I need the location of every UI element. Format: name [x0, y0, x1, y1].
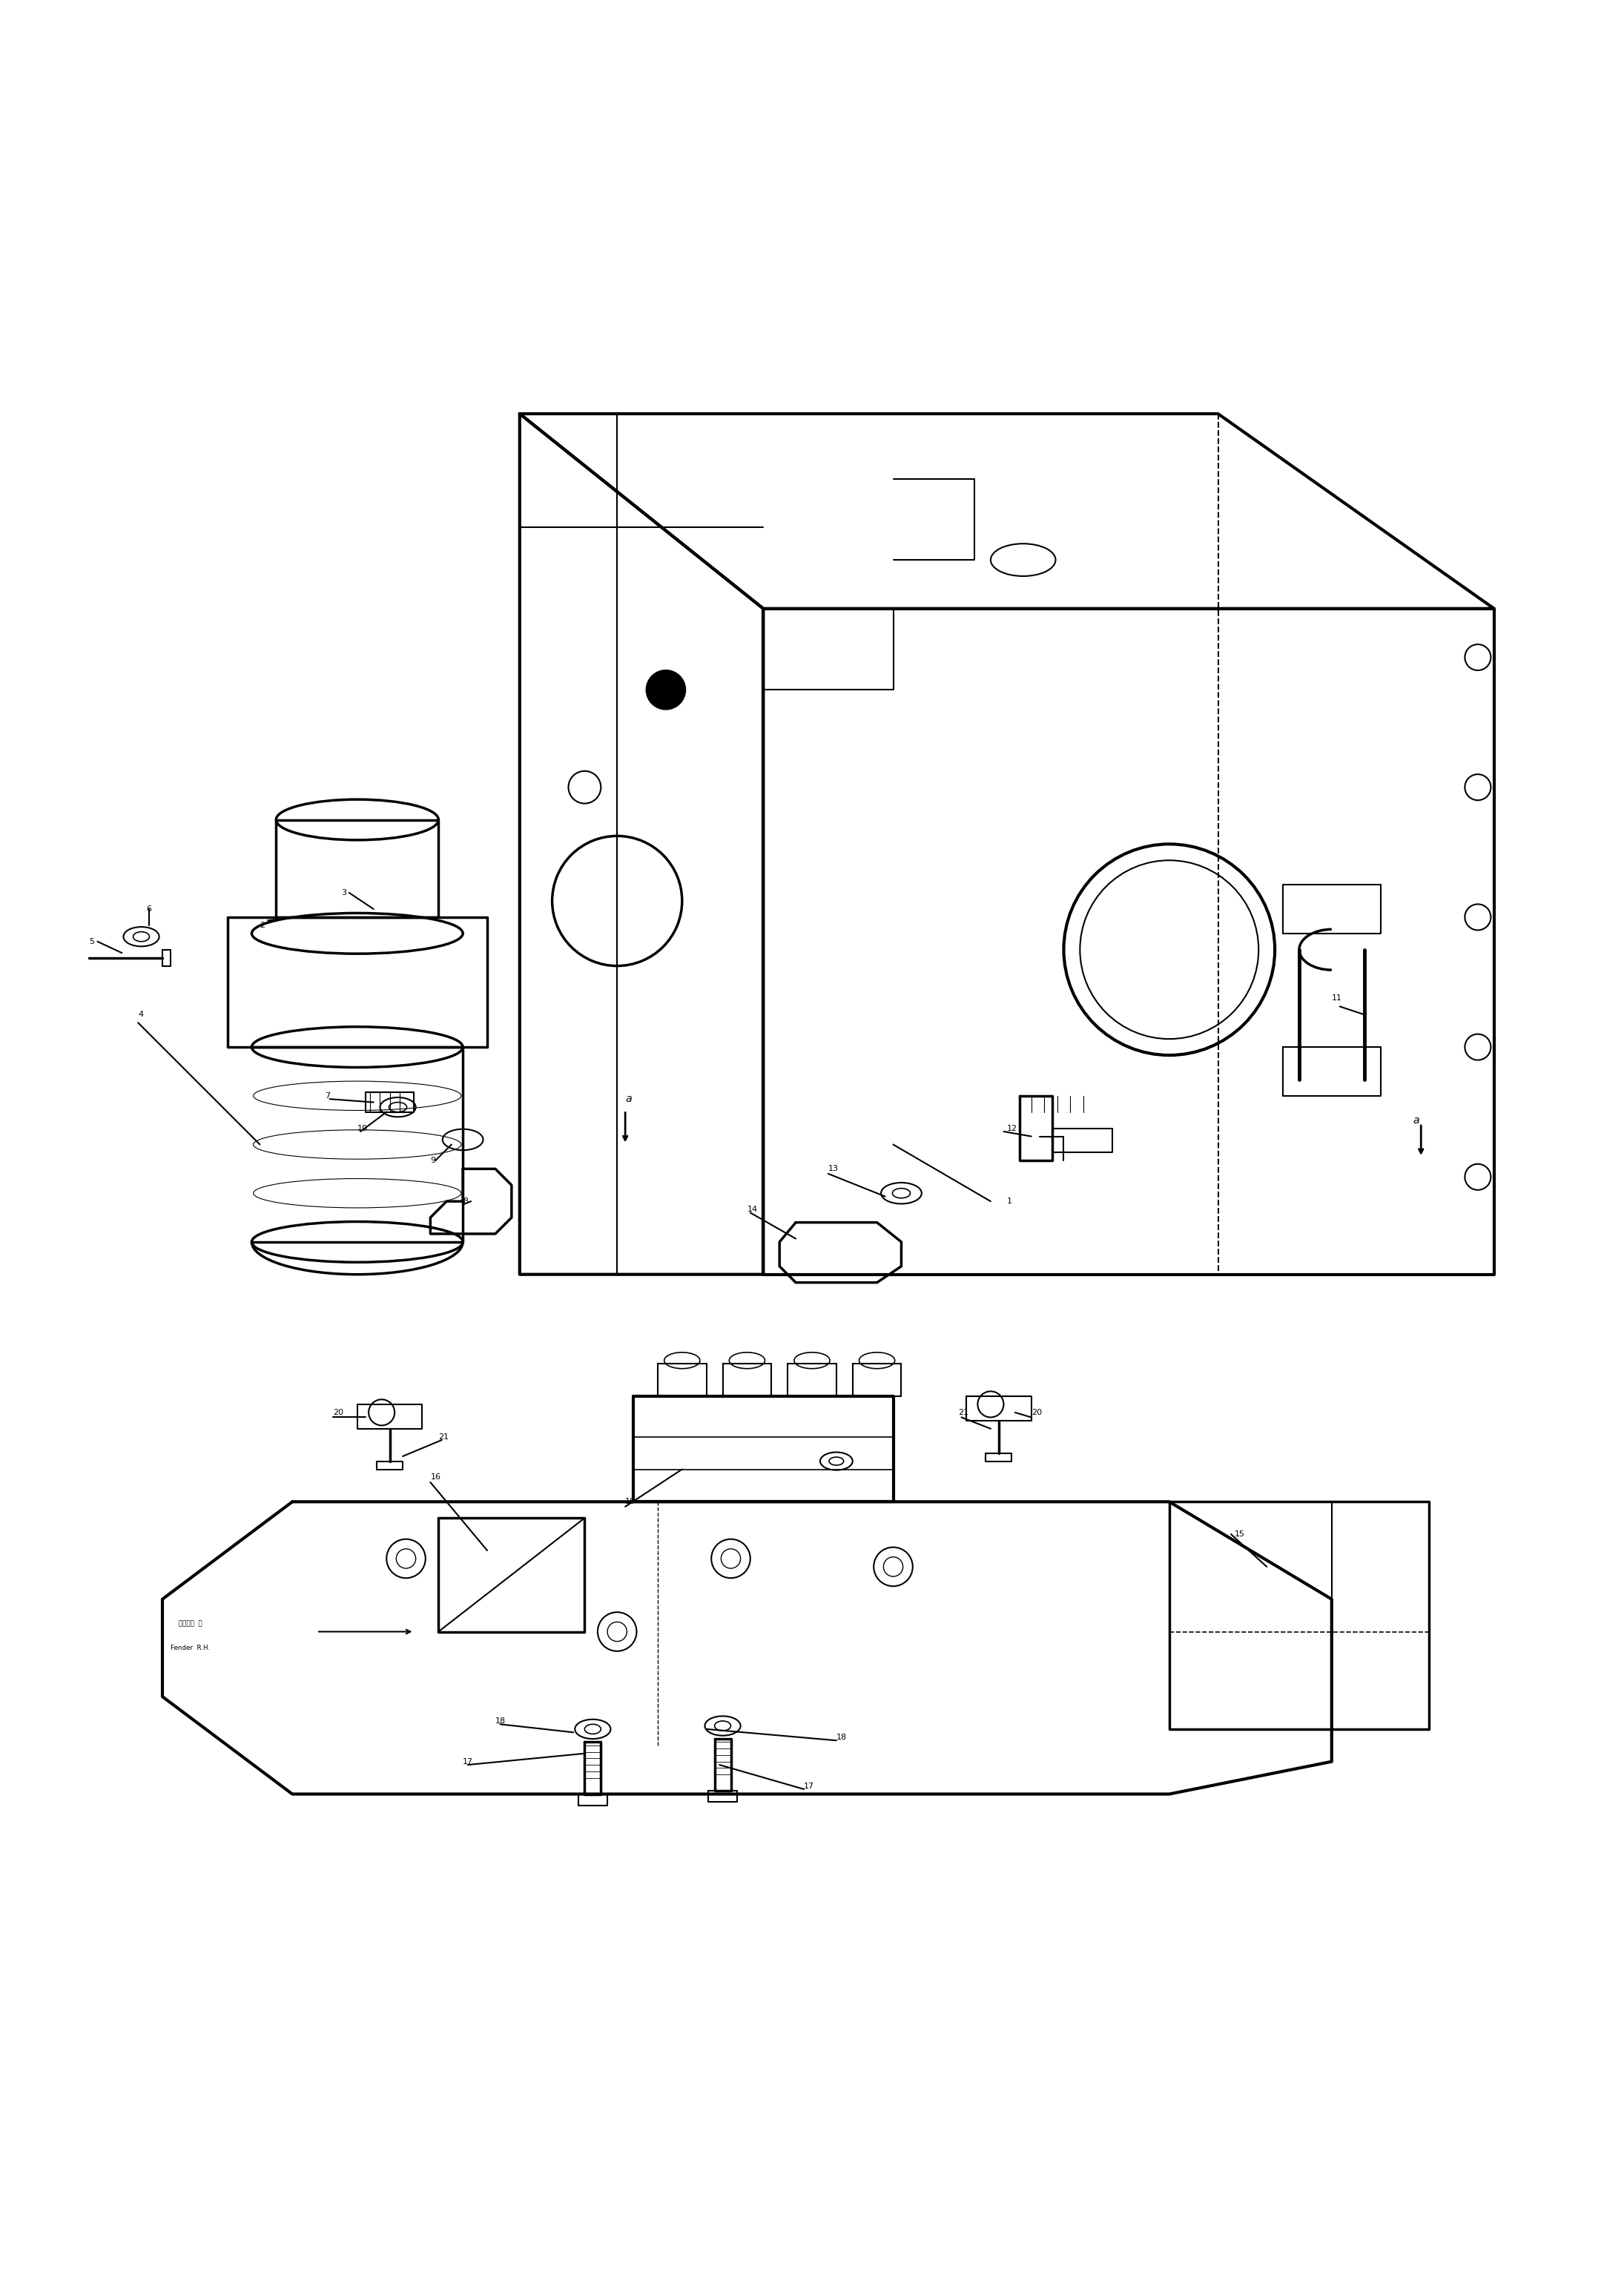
- Text: 7: 7: [325, 1092, 330, 1099]
- Text: 9: 9: [430, 1156, 435, 1165]
- Text: a: a: [1413, 1115, 1419, 1126]
- Text: 13: 13: [828, 1165, 838, 1172]
- Text: a: a: [625, 1094, 632, 1103]
- Text: 8: 8: [463, 1197, 468, 1204]
- Circle shape: [646, 671, 685, 710]
- Text: 17: 17: [804, 1783, 814, 1790]
- Text: 17: 17: [463, 1758, 473, 1765]
- Text: 18: 18: [495, 1717, 505, 1724]
- Text: 6: 6: [146, 906, 151, 913]
- Text: フェンダ  右: フェンダ 右: [179, 1621, 201, 1627]
- Text: 1: 1: [1007, 1197, 1012, 1204]
- Text: 15: 15: [1234, 1531, 1244, 1538]
- Text: 3: 3: [341, 888, 346, 897]
- Text: 21: 21: [438, 1433, 448, 1440]
- Text: 5: 5: [89, 938, 94, 945]
- Text: 16: 16: [430, 1474, 440, 1481]
- Text: 11: 11: [1332, 996, 1341, 1003]
- Text: 18: 18: [836, 1733, 846, 1742]
- Text: 4: 4: [138, 1012, 143, 1019]
- Text: 2: 2: [260, 922, 265, 929]
- Text: 21: 21: [958, 1408, 968, 1417]
- Text: 10: 10: [357, 1124, 367, 1133]
- Text: 19: 19: [625, 1497, 635, 1506]
- Text: 20: 20: [1031, 1408, 1041, 1417]
- Text: Fender  R.H.: Fender R.H.: [171, 1644, 209, 1650]
- Text: 12: 12: [1007, 1124, 1017, 1133]
- Text: 20: 20: [333, 1408, 343, 1417]
- Text: 14: 14: [747, 1206, 757, 1213]
